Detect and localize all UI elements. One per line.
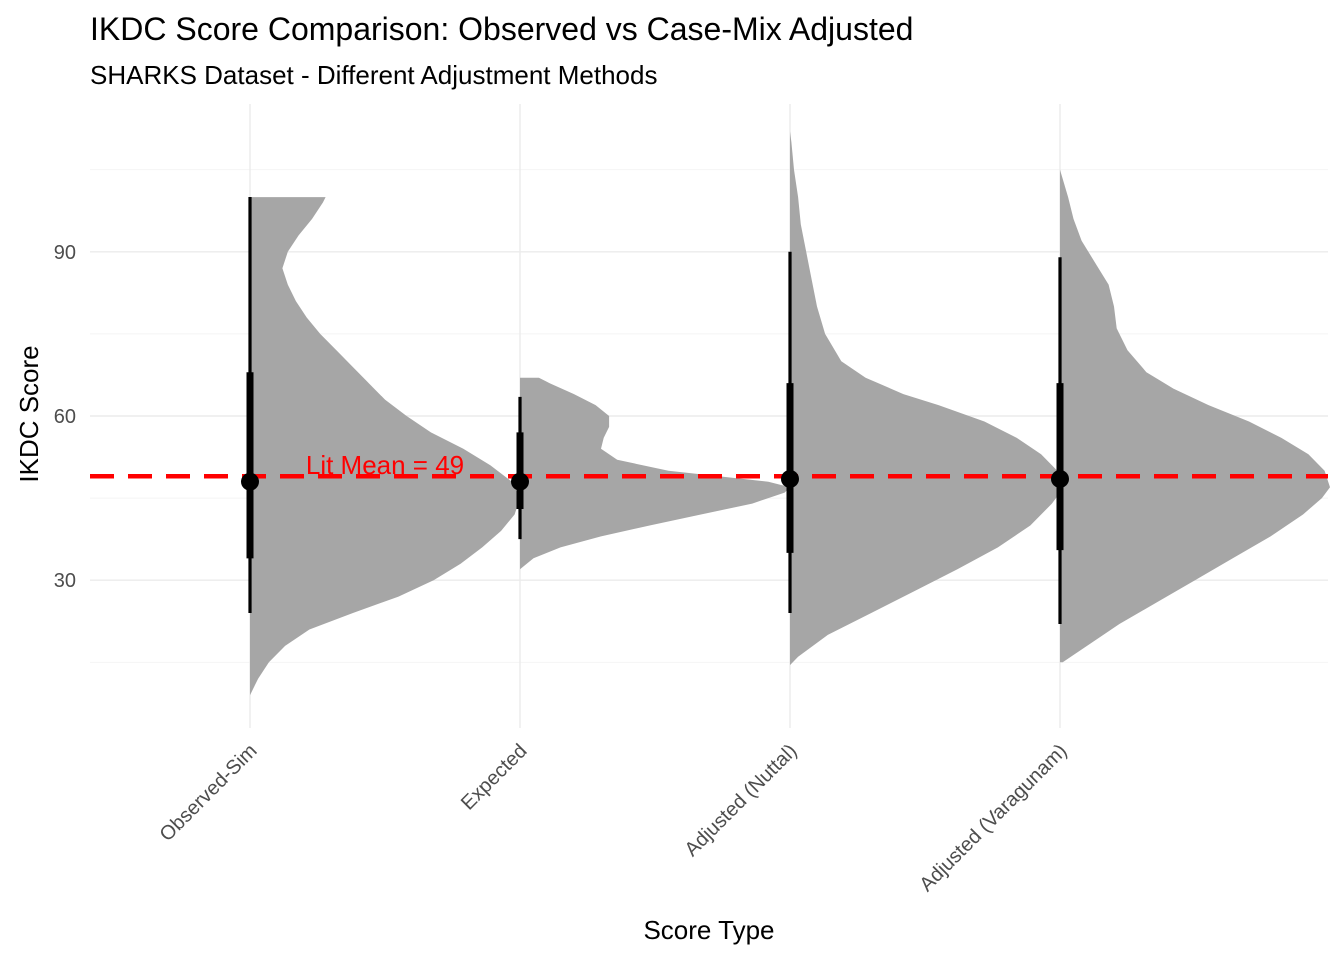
density-1 — [250, 197, 520, 696]
interval-layer — [246, 197, 1064, 624]
chart-subtitle: SHARKS Dataset - Different Adjustment Me… — [90, 60, 657, 90]
y-axis-title: IKDC Score — [14, 345, 44, 482]
chart-title: IKDC Score Comparison: Observed vs Case-… — [90, 11, 913, 47]
point-estimate-1 — [241, 472, 259, 491]
density-2 — [520, 377, 790, 570]
x-tick-label: Observed-Sim — [156, 740, 262, 846]
density-3 — [790, 131, 1060, 666]
x-axis-title: Score Type — [643, 915, 774, 945]
x-axis: Observed-Sim Expected Adjusted (Nuttal) Adj… — [156, 740, 1072, 896]
point-estimate-4 — [1051, 469, 1069, 488]
x-tick-label: Expected — [457, 740, 532, 815]
density-4 — [1060, 169, 1330, 663]
y-tick-label: 30 — [54, 570, 76, 592]
y-tick-label: 60 — [54, 406, 76, 428]
reference-line-layer: Lit Mean = 49 — [90, 450, 1328, 480]
reference-line-label: Lit Mean = 49 — [306, 450, 464, 480]
point-estimate-2 — [511, 472, 529, 491]
point-layer — [241, 469, 1069, 491]
density-layer — [250, 131, 1330, 696]
x-tick-label: Adjusted (Nuttal) — [681, 740, 802, 861]
y-axis: 30 60 90 — [54, 242, 76, 592]
y-tick-label: 90 — [54, 242, 76, 264]
point-estimate-3 — [781, 469, 799, 488]
x-tick-label: Adjusted (Varagunam) — [916, 740, 1072, 896]
